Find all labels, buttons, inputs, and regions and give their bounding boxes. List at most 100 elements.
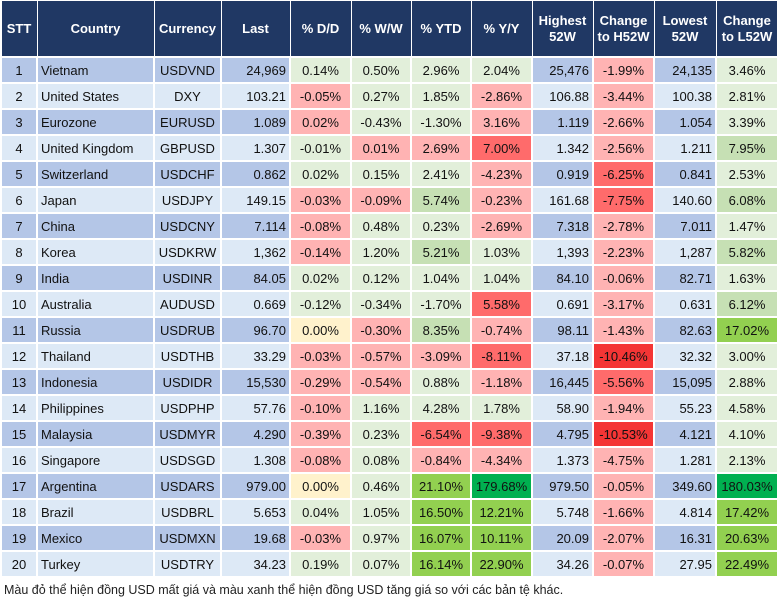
cell-currency: USDTRY (153, 550, 222, 578)
cell-currency: USDKRW (153, 238, 222, 266)
cell-ww: -0.54% (350, 368, 412, 396)
cell-yy: -0.74% (470, 316, 533, 344)
cell-ytd: 4.28% (410, 394, 472, 422)
cell-ww: 0.08% (350, 446, 412, 474)
cell-last: 979.00 (220, 472, 291, 500)
cell-ytd: 5.74% (410, 186, 472, 214)
cell-country: United Kingdom (36, 134, 155, 162)
cell-low: 0.841 (653, 160, 717, 188)
cell-last: 1.089 (220, 108, 291, 136)
cell-ch: -2.23% (592, 238, 655, 266)
cell-ytd: 16.50% (410, 498, 472, 526)
cell-ch: -0.06% (592, 264, 655, 292)
cell-dd: -0.03% (289, 186, 352, 214)
cell-cl: 6.08% (715, 186, 777, 214)
cell-yy: 10.11% (470, 524, 533, 552)
table-row: 9 India USDINR 84.05 0.02% 0.12% 1.04% 1.04% 84.… (0, 264, 777, 292)
cell-ch: -2.66% (592, 108, 655, 136)
cell-high: 16,445 (531, 368, 594, 396)
cell-yy: 1.04% (470, 264, 533, 292)
cell-ch: -2.78% (592, 212, 655, 240)
table-row: 16 Singapore USDSGD 1.308 -0.08% 0.08% -0.84% -… (0, 446, 777, 474)
table-row: 11 Russia USDRUB 96.70 0.00% -0.30% 8.35% -0.74… (0, 316, 777, 344)
cell-currency: USDCNY (153, 212, 222, 240)
cell-yy: -4.34% (470, 446, 533, 474)
cell-ytd: 16.14% (410, 550, 472, 578)
cell-country: Indonesia (36, 368, 155, 396)
cell-low: 1.281 (653, 446, 717, 474)
cell-ww: 1.16% (350, 394, 412, 422)
cell-dd: 0.02% (289, 160, 352, 188)
table-row: 3 Eurozone EURUSD 1.089 0.02% -0.43% -1.30% 3.1… (0, 108, 777, 136)
cell-high: 37.18 (531, 342, 594, 370)
cell-ytd: -3.09% (410, 342, 472, 370)
cell-currency: USDPHP (153, 394, 222, 422)
cell-low: 1,287 (653, 238, 717, 266)
cell-high: 161.68 (531, 186, 594, 214)
cell-low: 16.31 (653, 524, 717, 552)
cell-ch: -6.25% (592, 160, 655, 188)
header-change-h52w: Change to H52W (592, 0, 655, 58)
cell-ww: 0.97% (350, 524, 412, 552)
cell-ch: -10.53% (592, 420, 655, 448)
cell-low: 100.38 (653, 82, 717, 110)
table-row: 18 Brazil USDBRL 5.653 0.04% 1.05% 16.50% 12.21… (0, 498, 777, 526)
cell-currency: USDINR (153, 264, 222, 292)
header-ww: % W/W (350, 0, 412, 58)
cell-ch: -3.44% (592, 82, 655, 110)
cell-country: Singapore (36, 446, 155, 474)
table-row: 4 United Kingdom GBPUSD 1.307 -0.01% 0.01% 2.6… (0, 134, 777, 162)
cell-country: Eurozone (36, 108, 155, 136)
cell-ch: -7.75% (592, 186, 655, 214)
cell-country: Russia (36, 316, 155, 344)
cell-country: Thailand (36, 342, 155, 370)
cell-stt: 19 (0, 524, 38, 552)
cell-currency: USDARS (153, 472, 222, 500)
cell-dd: -0.03% (289, 342, 352, 370)
table-row: 7 China USDCNY 7.114 -0.08% 0.48% 0.23% -2.69% 7… (0, 212, 777, 240)
cell-stt: 13 (0, 368, 38, 396)
cell-last: 0.669 (220, 290, 291, 318)
cell-country: Malaysia (36, 420, 155, 448)
cell-dd: -0.29% (289, 368, 352, 396)
cell-high: 1,393 (531, 238, 594, 266)
cell-last: 1.307 (220, 134, 291, 162)
cell-high: 25,476 (531, 56, 594, 84)
cell-last: 4.290 (220, 420, 291, 448)
cell-country: Mexico (36, 524, 155, 552)
cell-last: 84.05 (220, 264, 291, 292)
header-last: Last (220, 0, 291, 58)
cell-last: 149.15 (220, 186, 291, 214)
table-row: 10 Australia AUDUSD 0.669 -0.12% -0.34% -1.70%… (0, 290, 777, 318)
cell-ytd: 16.07% (410, 524, 472, 552)
cell-currency: USDSGD (153, 446, 222, 474)
table-row: 2 United States DXY 103.21 -0.05% 0.27% 1.85% -… (0, 82, 777, 110)
cell-low: 1.211 (653, 134, 717, 162)
cell-dd: -0.14% (289, 238, 352, 266)
table-row: 8 Korea USDKRW 1,362 -0.14% 1.20% 5.21% 1.03% 1,… (0, 238, 777, 266)
table-row: 1 Vietnam USDVND 24,969 0.14% 0.50% 2.96% 2.04%… (0, 56, 777, 84)
cell-stt: 14 (0, 394, 38, 422)
cell-stt: 8 (0, 238, 38, 266)
table-row: 5 Switzerland USDCHF 0.862 0.02% 0.15% 2.41% -4… (0, 160, 777, 188)
header-dd: % D/D (289, 0, 352, 58)
cell-cl: 1.63% (715, 264, 777, 292)
cell-last: 96.70 (220, 316, 291, 344)
cell-dd: 0.04% (289, 498, 352, 526)
cell-stt: 2 (0, 82, 38, 110)
cell-high: 84.10 (531, 264, 594, 292)
cell-country: Philippines (36, 394, 155, 422)
header-low52w: Lowest 52W (653, 0, 717, 58)
cell-last: 57.76 (220, 394, 291, 422)
cell-last: 7.114 (220, 212, 291, 240)
cell-ww: 0.50% (350, 56, 412, 84)
cell-ch: -0.05% (592, 472, 655, 500)
table-row: 17 Argentina USDARS 979.00 0.00% 0.46% 21.10% 1… (0, 472, 777, 500)
cell-stt: 6 (0, 186, 38, 214)
cell-currency: DXY (153, 82, 222, 110)
cell-high: 1.342 (531, 134, 594, 162)
cell-stt: 11 (0, 316, 38, 344)
cell-yy: -1.18% (470, 368, 533, 396)
cell-ww: 1.20% (350, 238, 412, 266)
table-row: 6 Japan USDJPY 149.15 -0.03% -0.09% 5.74% -0.23… (0, 186, 777, 214)
